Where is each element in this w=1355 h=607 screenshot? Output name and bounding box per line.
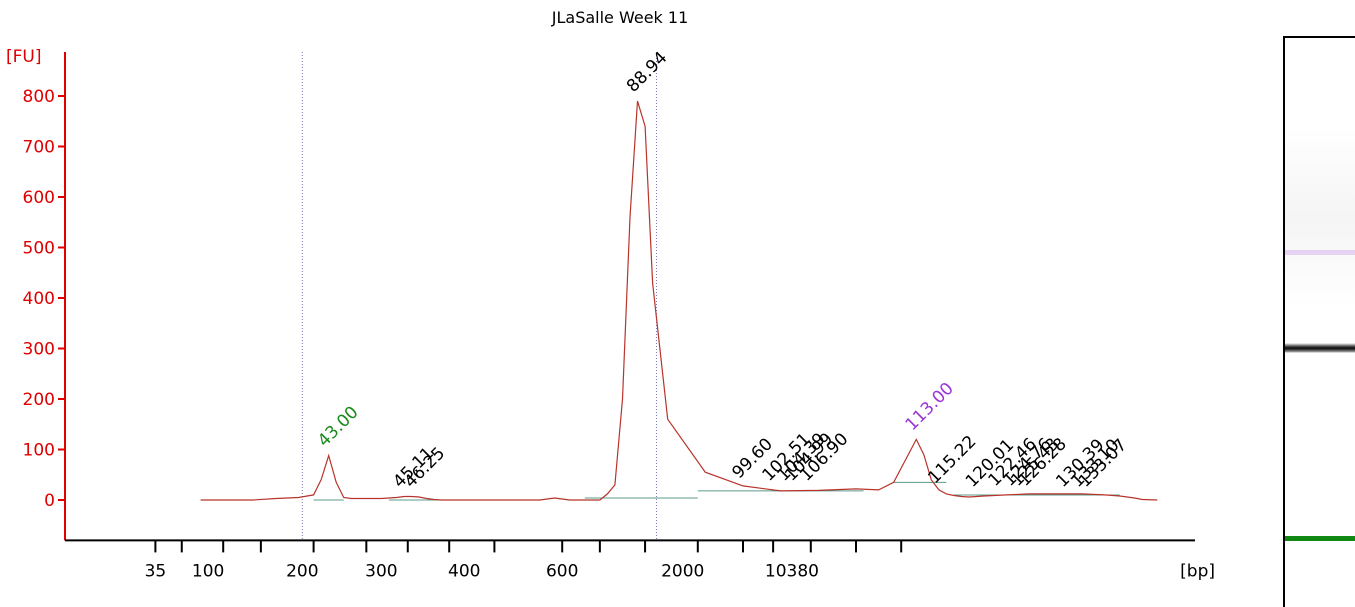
reference-lines	[301, 52, 657, 541]
y-tick-label: 500	[23, 239, 55, 259]
electropherogram-plot: 0 100 200 300 400 500 600 700 800 [FU] 35 100 200 30…	[6, 47, 1215, 581]
peak-label: 43.00	[314, 403, 363, 452]
x-axis-label: [bp]	[1180, 561, 1215, 581]
x-tick-label: 600	[546, 561, 578, 581]
peak-label: 113.00	[902, 379, 958, 435]
y-tick-label: 0	[44, 491, 55, 511]
gel-lane-image	[1283, 36, 1355, 607]
x-tick-label: 2000	[661, 561, 704, 581]
y-axis-label: [FU]	[6, 47, 42, 67]
x-tick-label: 300	[365, 561, 397, 581]
x-tick-label: 35	[145, 561, 167, 581]
y-tick-label: 400	[23, 289, 55, 309]
y-tick-label: 800	[23, 87, 55, 107]
y-tick-label: 700	[23, 138, 55, 158]
trace-line	[200, 100, 1158, 501]
x-tick-label: 10380	[765, 561, 819, 581]
trace-layer	[200, 100, 1158, 501]
peak-label: 88.94	[623, 48, 672, 97]
y-tick-label: 100	[23, 441, 55, 461]
x-tick-label: 200	[286, 561, 318, 581]
y-tick-label: 300	[23, 340, 55, 360]
x-tick-label: 400	[448, 561, 480, 581]
chart-title: JLaSalle Week 11	[551, 8, 689, 27]
gel-band-main	[1285, 343, 1355, 353]
peak-labels: 43.0045.1146.2588.9499.60102.51104.39104…	[314, 48, 1131, 492]
x-tick-label: 100	[192, 561, 224, 581]
x-axis: 35 100 200 300 400 600 2000 10380 [bp]	[65, 539, 1215, 581]
y-tick-label: 200	[23, 390, 55, 410]
y-axis: 0 100 200 300 400 500 600 700 800 [FU]	[6, 47, 66, 541]
y-tick-label: 600	[23, 188, 55, 208]
gel-band-lower-marker	[1285, 536, 1355, 541]
gel-smear	[1285, 128, 1355, 308]
